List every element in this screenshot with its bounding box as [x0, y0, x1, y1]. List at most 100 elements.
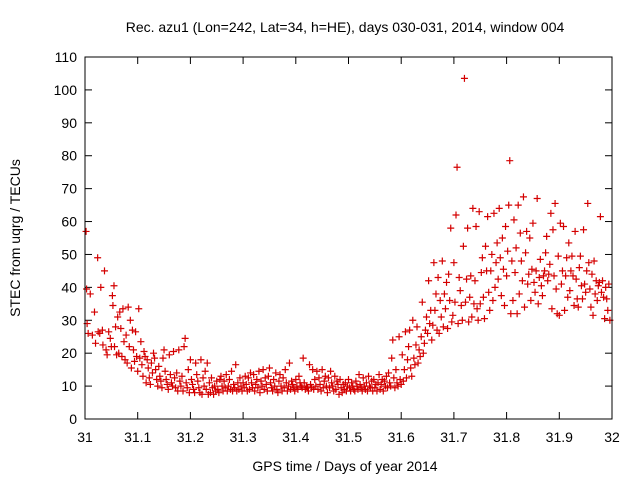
data-point — [468, 313, 476, 321]
data-point — [165, 351, 173, 359]
data-point — [542, 249, 550, 257]
data-point — [257, 377, 265, 385]
data-point — [217, 372, 225, 380]
data-point — [379, 387, 387, 395]
data-point — [467, 272, 475, 280]
data-point — [430, 259, 438, 267]
data-point — [242, 380, 250, 388]
data-point — [476, 300, 484, 308]
x-axis: 31 31.1 31.2 31.3 31.4 31.5 31.6 31.7 31.8 31.9 32 — [77, 57, 620, 445]
data-point — [161, 367, 169, 375]
data-point — [351, 387, 359, 395]
data-point — [158, 384, 166, 392]
data-point — [577, 282, 585, 290]
data-point — [354, 385, 362, 393]
data-point — [391, 384, 399, 392]
data-point — [435, 329, 443, 337]
data-point — [383, 384, 391, 392]
data-point — [504, 247, 512, 255]
data-point — [477, 269, 485, 277]
data-point — [201, 367, 209, 375]
y-tick-label: 50 — [61, 246, 77, 262]
data-point — [277, 382, 285, 390]
data-point — [602, 283, 610, 291]
data-point — [565, 239, 573, 247]
data-point — [472, 222, 480, 230]
data-point — [593, 297, 601, 305]
data-point — [509, 297, 517, 305]
data-point — [539, 272, 547, 280]
data-point — [353, 382, 361, 390]
y-tick-label: 100 — [54, 82, 78, 98]
data-point — [319, 384, 327, 392]
data-point — [589, 311, 597, 319]
data-point — [444, 325, 452, 332]
data-point — [389, 336, 397, 344]
data-point — [576, 252, 584, 260]
data-point — [207, 374, 215, 382]
data-point — [385, 369, 393, 377]
data-point — [228, 367, 236, 375]
data-point — [431, 306, 439, 314]
data-point — [463, 275, 471, 283]
data-point — [311, 376, 319, 384]
data-point — [124, 303, 132, 311]
data-point — [152, 366, 160, 374]
data-point — [511, 269, 519, 277]
data-point — [522, 249, 530, 257]
data-point — [556, 219, 564, 227]
data-point — [478, 254, 486, 262]
data-point — [128, 326, 136, 334]
data-point — [160, 346, 168, 354]
data-point — [272, 369, 280, 377]
data-point — [448, 318, 456, 326]
data-point — [583, 267, 591, 275]
data-point — [170, 348, 178, 356]
data-point — [489, 297, 497, 305]
x-tick-label: 31.8 — [493, 429, 520, 445]
data-point — [320, 377, 328, 385]
x-tick-label: 31.6 — [388, 429, 415, 445]
data-point — [486, 306, 494, 314]
data-point — [225, 376, 233, 384]
data-point — [456, 287, 464, 295]
data-point — [445, 270, 453, 278]
data-point — [457, 301, 465, 309]
data-point — [479, 293, 487, 301]
data-point — [412, 341, 420, 349]
data-point — [498, 234, 506, 242]
data-point — [505, 201, 513, 209]
data-point — [592, 277, 600, 285]
data-point — [394, 382, 402, 390]
data-point — [276, 371, 284, 379]
y-tick-label: 90 — [61, 115, 77, 131]
x-tick-label: 31.1 — [124, 429, 151, 445]
data-point — [151, 354, 159, 362]
data-point — [304, 387, 312, 395]
data-point — [414, 359, 422, 367]
data-point — [251, 387, 259, 395]
data-point — [220, 377, 228, 385]
data-point — [465, 318, 473, 326]
data-point — [82, 227, 90, 235]
data-point — [380, 377, 388, 385]
data-point — [543, 232, 551, 240]
data-point — [495, 204, 503, 212]
y-tick-label: 60 — [61, 214, 77, 230]
data-point — [287, 385, 295, 393]
data-point — [193, 371, 201, 379]
data-point — [399, 377, 407, 385]
data-point — [99, 341, 107, 349]
data-point — [269, 387, 277, 395]
data-point — [148, 369, 156, 377]
data-point — [186, 356, 194, 364]
data-point — [184, 366, 192, 374]
y-tick-label: 20 — [61, 345, 77, 361]
data-point — [497, 292, 505, 300]
data-point — [84, 329, 92, 337]
data-point — [327, 367, 335, 375]
data-point — [426, 320, 434, 328]
data-point — [232, 361, 240, 369]
data-point — [492, 259, 500, 267]
data-point — [514, 201, 522, 209]
